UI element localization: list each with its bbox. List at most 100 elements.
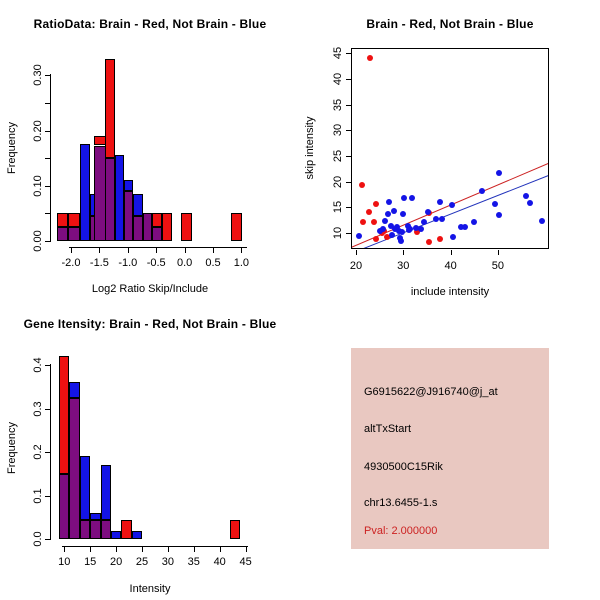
x-tick-label: -0.5 <box>146 257 166 269</box>
probe-id-text: G6915622@J916740@j_at <box>364 386 498 398</box>
hist-bar-segment <box>68 227 80 241</box>
y-axis-tick <box>45 241 50 242</box>
scatter-point-blue <box>400 210 407 217</box>
panel-gene-intensity-histogram: Gene Itensity: Brain - Red, Not Brain - … <box>0 300 300 600</box>
scatter-point-blue <box>432 215 439 222</box>
scatter-point-blue <box>389 231 396 238</box>
hist-bar-segment <box>110 530 122 540</box>
x-axis-tick <box>245 547 247 552</box>
x-tick-label: 30 <box>161 556 175 568</box>
scatter-point-red <box>437 236 444 243</box>
y-axis-tick <box>345 207 351 209</box>
scatter-point-red <box>372 200 379 207</box>
y-axis-tick <box>45 539 50 541</box>
y-axis-tick <box>345 78 351 80</box>
x-axis-tick <box>156 248 158 253</box>
scatter-point-red <box>358 182 365 189</box>
y-tick-label: 45 <box>332 46 344 60</box>
x-tick-label: -2.0 <box>61 257 81 269</box>
x-tick-label: 40 <box>444 260 457 272</box>
scatter-point-blue <box>394 223 401 230</box>
x-tick-label: 15 <box>84 556 97 568</box>
scatter-point-blue <box>376 228 383 235</box>
x-tick-label: 45 <box>239 556 252 568</box>
hist-bar-segment <box>121 519 132 540</box>
scatter-point-blue <box>448 201 455 208</box>
x-axis-line <box>62 546 248 547</box>
hist-bar-segment <box>152 213 162 228</box>
hist-bar-segment <box>104 58 116 159</box>
scatter-point-blue <box>417 225 424 232</box>
scatter-point-blue <box>421 218 428 225</box>
y-tick-label: 25 <box>332 149 344 163</box>
x-axis-tick <box>356 250 357 256</box>
scatter-point-blue <box>388 223 395 230</box>
y-axis-tick <box>345 104 351 106</box>
hist-bar-segment <box>143 213 153 241</box>
scatter-point-blue <box>462 224 469 231</box>
x-axis-tick <box>403 250 405 256</box>
y-tick-label: 0.20 <box>32 119 44 142</box>
y-axis-tick <box>45 130 50 132</box>
scatter-point-blue <box>526 200 533 207</box>
scatter-point-blue <box>386 199 393 206</box>
scatter-point-red <box>366 54 373 61</box>
y-axis-tick <box>345 155 351 157</box>
hist-bar-segment <box>90 513 101 520</box>
hist-bar-segment <box>231 213 242 241</box>
x-tick-label: 0.5 <box>205 257 221 269</box>
hist-bar-segment <box>59 473 70 540</box>
x-axis-tick <box>213 248 214 253</box>
ratio-histogram-title: RatioData: Brain - Red, Not Brain - Blue <box>33 17 267 31</box>
scatter-point-blue <box>522 193 529 200</box>
hist-bar-segment <box>69 397 80 540</box>
hist-bar-segment <box>133 216 144 241</box>
x-tick-label: -1.5 <box>89 257 109 269</box>
x-tick-label: -1.0 <box>118 257 138 269</box>
hist-bar-segment <box>100 465 111 520</box>
hist-bar-segment <box>56 213 69 228</box>
y-axis-tick <box>45 495 50 497</box>
hist-bar-segment <box>59 356 70 474</box>
y-tick-label: 10 <box>332 226 344 240</box>
ratio-x-axis-label: Log2 Ratio Skip/Include <box>91 283 209 295</box>
hist-bar-segment <box>79 519 91 540</box>
scatter-point-blue <box>439 215 446 222</box>
y-tick-label: 0.2 <box>32 444 44 460</box>
y-tick-label: 0.1 <box>32 488 44 504</box>
hist-bar-segment <box>79 456 91 520</box>
scatter-x-axis-label: include intensity <box>410 286 490 298</box>
y-axis-tick <box>45 185 50 187</box>
hist-bar-segment <box>104 158 116 241</box>
scatter-point-red <box>413 228 420 235</box>
panel-gene-info: G6915622@J916740@j_at altTxStart 4930500… <box>300 300 600 600</box>
hist-bar-segment <box>90 519 101 540</box>
x-tick-label: 40 <box>213 556 226 568</box>
panel-intensity-scatter: Brain - Red, Not Brain - Blue skip inten… <box>300 0 600 300</box>
y-axis-tick <box>45 103 50 104</box>
scatter-point-blue <box>496 169 503 176</box>
hist-bar-segment <box>131 530 142 540</box>
hist-bar-segment <box>161 213 172 241</box>
x-tick-label: 30 <box>397 260 410 272</box>
ratio-y-axis-label: Frequency <box>6 122 18 174</box>
x-axis-tick <box>99 248 101 253</box>
scatter-point-red <box>359 219 366 226</box>
scatter-point-blue <box>385 210 392 217</box>
scatter-point-blue <box>391 208 398 215</box>
y-tick-label: 30 <box>332 124 344 137</box>
y-tick-label: 0.0 <box>32 531 44 547</box>
scatter-point-blue <box>395 227 402 234</box>
y-axis-tick <box>45 364 50 366</box>
hist-bar-segment <box>181 213 192 241</box>
hist-bar-segment <box>230 519 241 540</box>
scatter-point-red <box>372 236 379 243</box>
scatter-point-blue <box>449 233 456 240</box>
scatter-point-blue <box>397 238 404 245</box>
x-axis-tick <box>450 250 452 256</box>
x-axis-tick <box>90 547 92 552</box>
scatter-point-blue <box>382 218 389 225</box>
hist-bar-segment <box>56 227 69 241</box>
x-axis-tick <box>64 547 66 552</box>
